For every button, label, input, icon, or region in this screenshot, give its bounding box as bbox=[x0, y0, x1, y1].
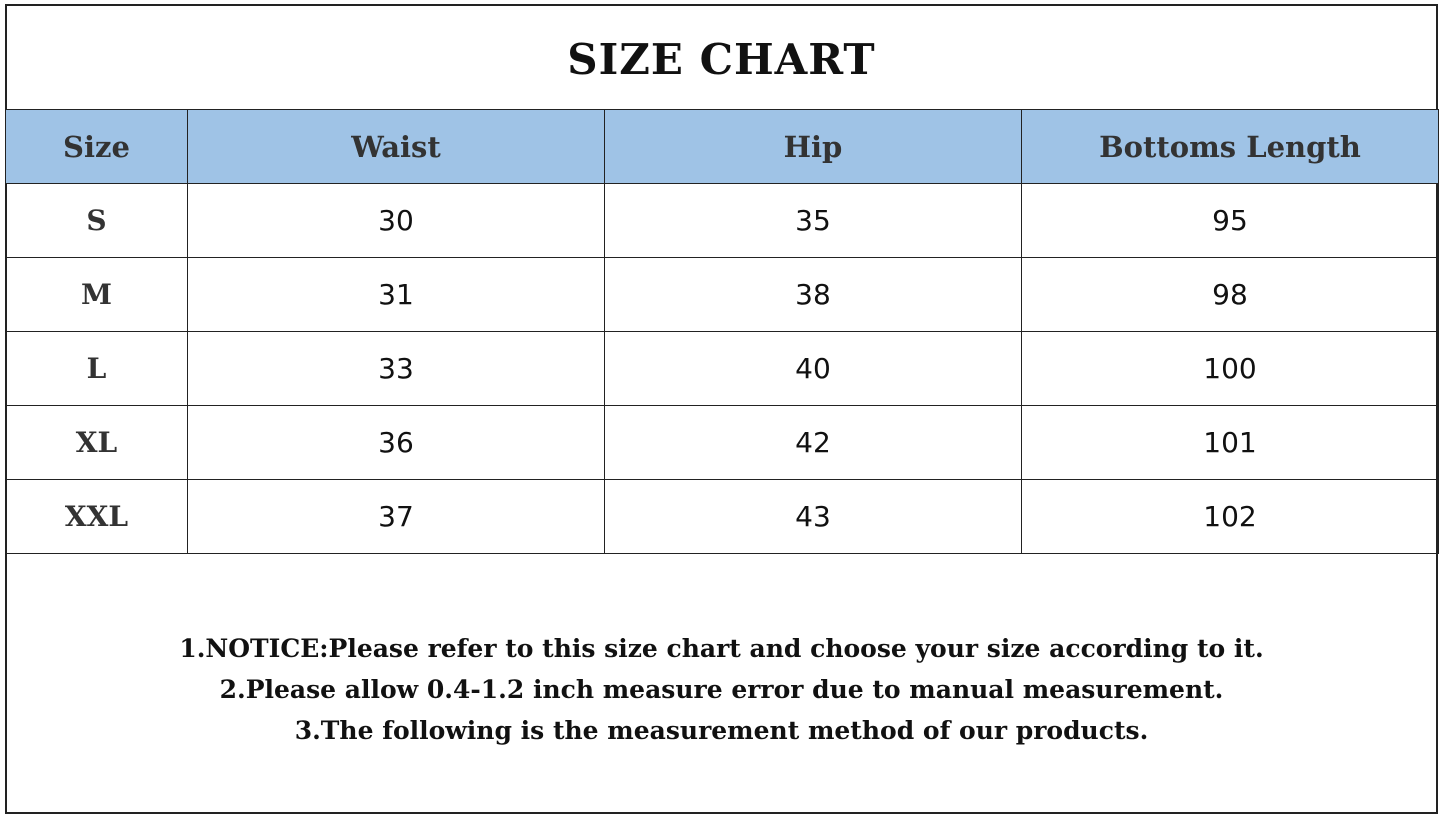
cell-size: XXL bbox=[5, 479, 188, 554]
table-row: XL 36 42 101 bbox=[5, 405, 1439, 480]
cell-hip: 42 bbox=[604, 405, 1022, 480]
header-row: Size Waist Hip Bottoms Length bbox=[5, 109, 1439, 184]
header-bottoms-length: Bottoms Length bbox=[1021, 109, 1439, 184]
table-row: L 33 40 100 bbox=[5, 331, 1439, 406]
cell-bottoms-length: 101 bbox=[1021, 405, 1439, 480]
chart-title: SIZE CHART bbox=[567, 34, 876, 84]
cell-size: L bbox=[5, 331, 188, 406]
cell-hip: 43 bbox=[604, 479, 1022, 554]
header-waist: Waist bbox=[187, 109, 605, 184]
note-2: 2.Please allow 0.4-1.2 inch measure erro… bbox=[219, 675, 1224, 704]
table-row: XXL 37 43 102 bbox=[5, 479, 1439, 554]
cell-size: XL bbox=[5, 405, 188, 480]
cell-bottoms-length: 95 bbox=[1021, 183, 1439, 258]
table-row: M 31 38 98 bbox=[5, 257, 1439, 332]
cell-size: S bbox=[5, 183, 188, 258]
cell-size: M bbox=[5, 257, 188, 332]
cell-waist: 31 bbox=[187, 257, 605, 332]
notes: 1.NOTICE:Please refer to this size chart… bbox=[5, 628, 1438, 751]
note-1: 1.NOTICE:Please refer to this size chart… bbox=[179, 634, 1264, 663]
note-3: 3.The following is the measurement metho… bbox=[294, 716, 1149, 745]
table-row: S 30 35 95 bbox=[5, 183, 1439, 258]
cell-waist: 36 bbox=[187, 405, 605, 480]
cell-hip: 35 bbox=[604, 183, 1022, 258]
cell-waist: 30 bbox=[187, 183, 605, 258]
cell-waist: 37 bbox=[187, 479, 605, 554]
cell-bottoms-length: 100 bbox=[1021, 331, 1439, 406]
cell-bottoms-length: 102 bbox=[1021, 479, 1439, 554]
cell-hip: 38 bbox=[604, 257, 1022, 332]
cell-waist: 33 bbox=[187, 331, 605, 406]
cell-bottoms-length: 98 bbox=[1021, 257, 1439, 332]
cell-hip: 40 bbox=[604, 331, 1022, 406]
header-hip: Hip bbox=[604, 109, 1022, 184]
size-table: Size Waist Hip Bottoms Length S 30 35 95 M 31… bbox=[5, 109, 1439, 554]
header-size: Size bbox=[5, 109, 188, 184]
